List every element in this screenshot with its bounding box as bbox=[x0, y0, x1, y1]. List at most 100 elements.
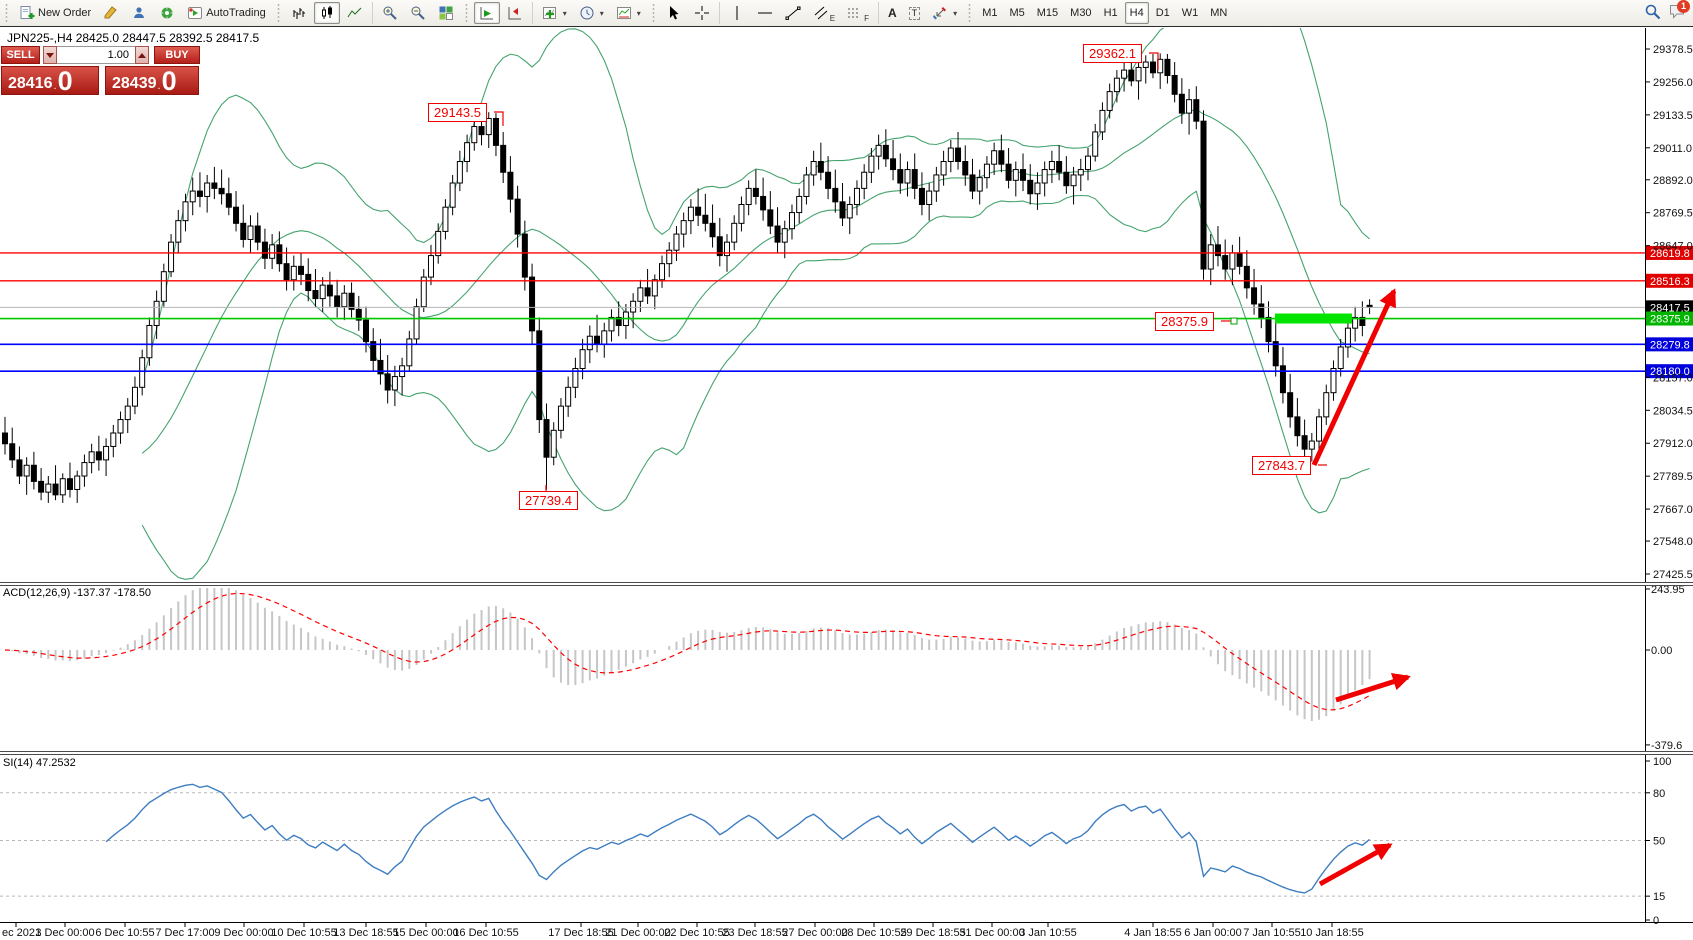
vertical-line-icon bbox=[736, 6, 738, 20]
chat-button[interactable]: 1 bbox=[1668, 0, 1690, 22]
price-tick-label: 29133.5 bbox=[1653, 110, 1693, 122]
search-icon[interactable] bbox=[1644, 3, 1662, 21]
new-order-label: New Order bbox=[38, 7, 92, 19]
trend-arrow bbox=[1335, 672, 1411, 703]
price-tag bbox=[1646, 364, 1693, 379]
time-tick-label: 22 Dec 10:55 bbox=[664, 927, 729, 939]
auto-scroll-button[interactable] bbox=[473, 2, 500, 24]
macd-histogram bbox=[11, 588, 1371, 722]
toolbar: New Order AutoTrading bbox=[0, 0, 1693, 27]
time-tick-label: 21 Dec 00:00 bbox=[605, 927, 670, 939]
trendline-icon bbox=[785, 6, 801, 20]
timeframe-m30[interactable]: M30 bbox=[1065, 2, 1096, 24]
zoom-in-button[interactable] bbox=[377, 2, 403, 24]
buy-button[interactable]: BUY bbox=[154, 46, 200, 64]
chart-shift-button[interactable] bbox=[502, 2, 528, 24]
text-tool-button[interactable]: A bbox=[883, 2, 902, 24]
rsi-line bbox=[105, 783, 1371, 894]
auto-scroll-icon bbox=[480, 7, 493, 20]
toolbar-grip[interactable] bbox=[464, 3, 468, 23]
timeframe-d1[interactable]: D1 bbox=[1151, 2, 1175, 24]
timeframe-m1[interactable]: M1 bbox=[977, 2, 1002, 24]
volume-input[interactable] bbox=[57, 46, 135, 64]
metaeditor-button[interactable] bbox=[98, 2, 124, 24]
macd-panel-divider[interactable] bbox=[0, 582, 1693, 586]
channel-icon bbox=[814, 6, 828, 20]
rsi-panel[interactable] bbox=[0, 783, 1645, 897]
bar-chart-button[interactable] bbox=[286, 2, 312, 24]
line-chart-button[interactable] bbox=[342, 2, 368, 24]
sell-price[interactable]: 28416. 0 bbox=[1, 66, 99, 95]
cursor-button[interactable] bbox=[661, 2, 687, 24]
volume-decrease-button[interactable] bbox=[43, 46, 57, 64]
macd-panel[interactable] bbox=[4, 588, 1371, 722]
timeframe-h1[interactable]: H1 bbox=[1099, 2, 1123, 24]
timeframe-w1[interactable]: W1 bbox=[1177, 2, 1204, 24]
crosshair-button[interactable] bbox=[689, 2, 715, 24]
svg-text:28180.0: 28180.0 bbox=[1650, 366, 1690, 378]
triangle-up-icon bbox=[138, 52, 146, 58]
svg-text:28619.8: 28619.8 bbox=[1650, 248, 1690, 260]
sell-button[interactable]: SELL bbox=[1, 46, 40, 64]
toolbar-grip[interactable] bbox=[651, 3, 655, 23]
timeframe-mn[interactable]: MN bbox=[1205, 2, 1232, 24]
news-button[interactable] bbox=[154, 2, 180, 24]
equidistant-channel-button[interactable]: E bbox=[808, 2, 840, 24]
timeframe-m5[interactable]: M5 bbox=[1004, 2, 1029, 24]
timeframe-m15[interactable]: M15 bbox=[1032, 2, 1063, 24]
toolbar-grip[interactable] bbox=[5, 3, 8, 23]
periods-button[interactable] bbox=[574, 2, 609, 24]
fibonacci-button[interactable]: F bbox=[842, 2, 874, 24]
text-label-button[interactable]: T bbox=[904, 2, 926, 24]
rsi-tick-label: 0 bbox=[1653, 915, 1659, 927]
axes-layer[interactable]: 28619.828516.328417.528375.928279.828180… bbox=[0, 28, 1693, 939]
rsi-label: SI(14) 47.2532 bbox=[3, 757, 76, 769]
vertical-line-button[interactable] bbox=[724, 2, 750, 24]
new-order-button[interactable]: New Order bbox=[14, 2, 96, 24]
timeframe-h4[interactable]: H4 bbox=[1124, 2, 1149, 24]
zoom-out-button[interactable] bbox=[405, 2, 431, 24]
buy-price[interactable]: 28439. 0 bbox=[105, 66, 199, 95]
price-tag bbox=[1646, 300, 1693, 315]
time-tick-label: 9 Dec 00:00 bbox=[214, 927, 273, 939]
toolbar-grip[interactable] bbox=[968, 3, 972, 23]
arrows-tool-button[interactable] bbox=[927, 2, 962, 24]
new-order-icon bbox=[20, 6, 35, 19]
candlesticks bbox=[2, 53, 1373, 503]
rsi-panel-divider[interactable] bbox=[0, 751, 1693, 755]
price-annotation[interactable]: 29362.1 bbox=[1083, 44, 1142, 63]
trendline-button[interactable] bbox=[780, 2, 806, 24]
svg-text:28279.8: 28279.8 bbox=[1650, 339, 1690, 351]
indicators-button[interactable] bbox=[537, 2, 572, 24]
main-price-panel[interactable] bbox=[0, 0, 1645, 580]
price-tick-label: 28769.5 bbox=[1653, 208, 1693, 220]
tile-windows-button[interactable] bbox=[433, 2, 459, 24]
highlight-zone[interactable] bbox=[1275, 313, 1352, 324]
bollinger-lower bbox=[141, 190, 1370, 580]
macd-tick-label: 243.95 bbox=[1651, 584, 1685, 596]
price-annotation[interactable]: 27739.4 bbox=[519, 491, 578, 510]
clock-icon bbox=[580, 6, 594, 20]
text-label-glyph: T bbox=[908, 6, 921, 20]
price-annotation[interactable]: 27843.7 bbox=[1252, 456, 1311, 475]
templates-button[interactable] bbox=[611, 2, 646, 24]
trend-arrows[interactable] bbox=[1311, 288, 1411, 887]
candlestick-chart-button[interactable] bbox=[313, 2, 340, 24]
time-tick-label: 4 Jan 18:55 bbox=[1124, 927, 1182, 939]
tile-windows-icon bbox=[439, 6, 453, 20]
trend-arrow bbox=[1318, 842, 1393, 887]
price-tick-label: 27667.0 bbox=[1653, 504, 1693, 516]
price-annotation[interactable]: 28375.9 bbox=[1155, 312, 1214, 331]
fibonacci-icon bbox=[848, 8, 861, 18]
macd-tick-label: 0.00 bbox=[1651, 645, 1672, 657]
zoom-in-icon bbox=[383, 6, 397, 20]
time-tick-label: 10 Jan 18:55 bbox=[1300, 927, 1364, 939]
news-icon bbox=[161, 7, 173, 19]
horizontal-line-button[interactable] bbox=[752, 2, 778, 24]
volume-increase-button[interactable] bbox=[135, 46, 149, 64]
price-annotation[interactable]: 29143.5 bbox=[428, 103, 487, 122]
profile-button[interactable] bbox=[126, 2, 152, 24]
autotrading-button[interactable]: AutoTrading bbox=[182, 2, 271, 24]
toolbar-grip[interactable] bbox=[276, 3, 280, 23]
